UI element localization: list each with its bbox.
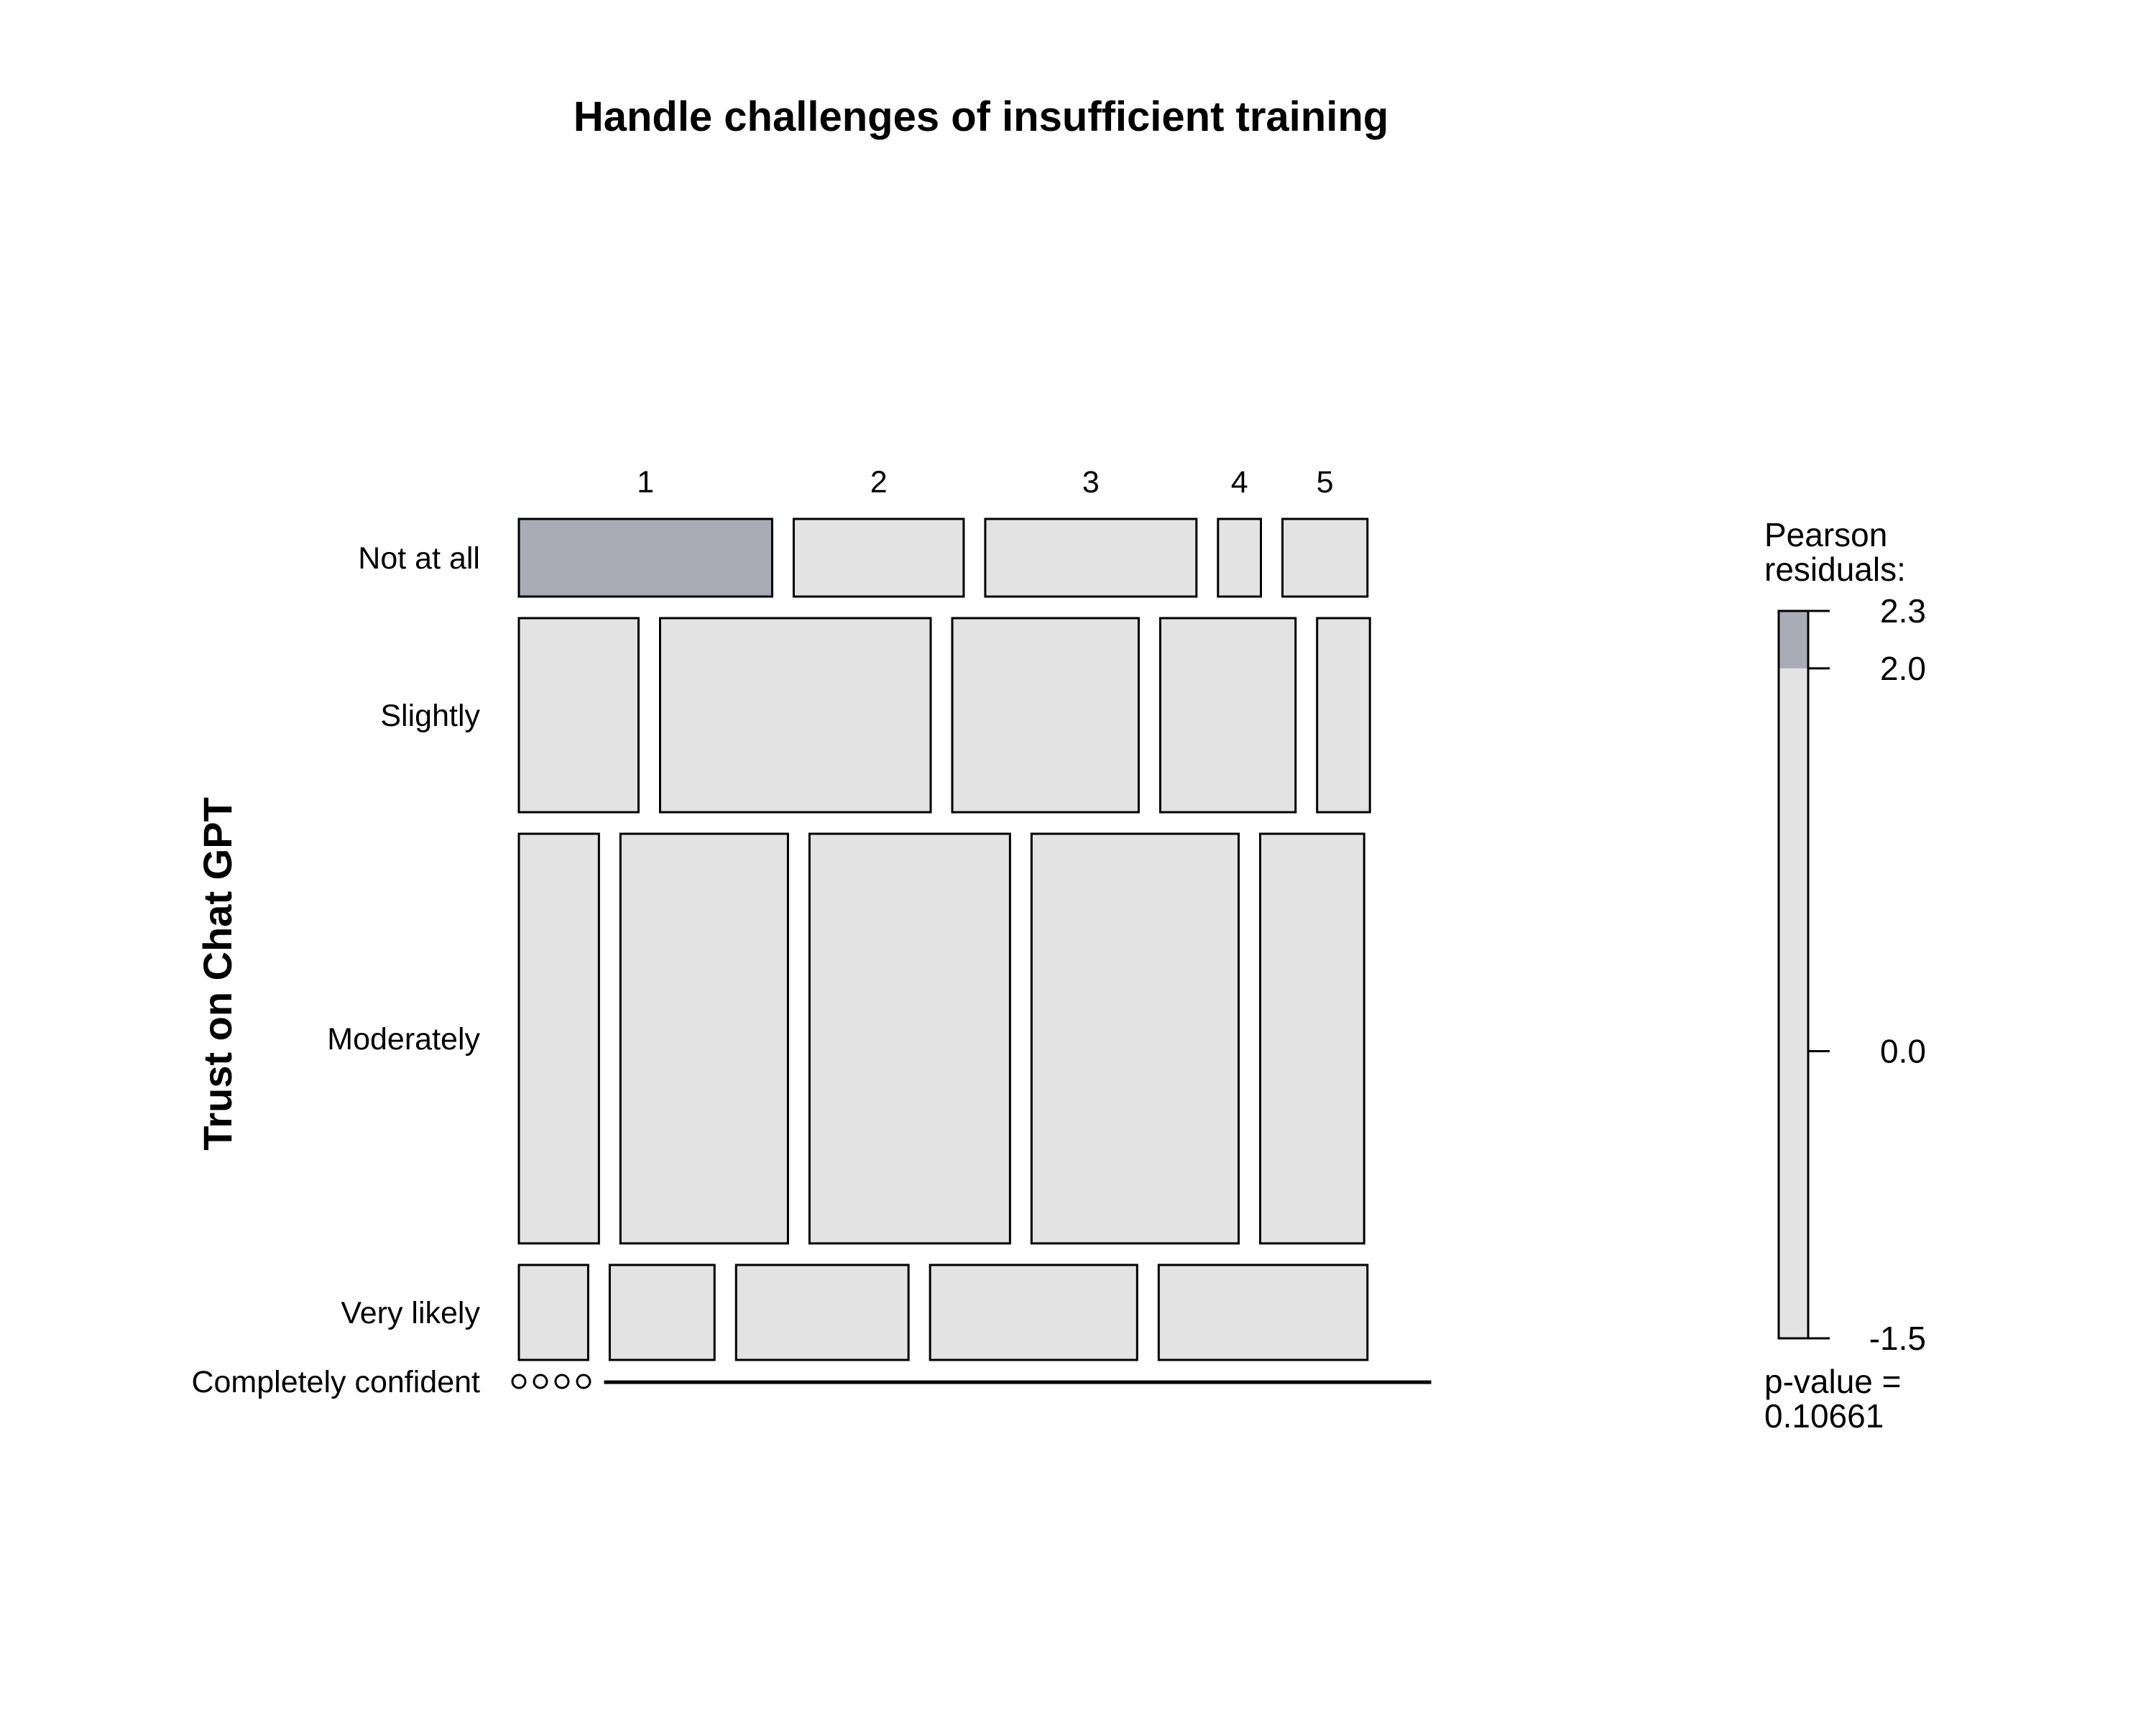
cell-completely-confident-col-2 xyxy=(533,1374,548,1389)
cell-moderately-col-5 xyxy=(1259,832,1365,1245)
chart-title: Handle challenges of insufficient traini… xyxy=(573,93,1388,140)
cell-not-at-all-col-5 xyxy=(1281,518,1369,598)
cell-moderately-col-3 xyxy=(808,832,1011,1245)
row-label-not-at-all: Not at all xyxy=(358,541,480,576)
legend-bar-outline xyxy=(1777,610,1810,1340)
cell-very-likely-col-4 xyxy=(929,1264,1138,1361)
cell-slightly-col-1 xyxy=(517,617,640,814)
column-label-1: 1 xyxy=(637,465,654,500)
mosaic-cells xyxy=(511,518,1432,1389)
cell-completely-confident-col-3 xyxy=(554,1374,570,1389)
legend-neutral-segment xyxy=(1779,668,1808,1338)
cell-not-at-all-col-1 xyxy=(517,518,773,598)
cell-moderately-col-1 xyxy=(517,832,600,1245)
cell-moderately-col-2 xyxy=(619,832,789,1245)
p-value-label: p-value = xyxy=(1764,1363,1902,1400)
column-label-5: 5 xyxy=(1317,465,1334,500)
cell-very-likely-col-2 xyxy=(608,1264,716,1361)
legend-ticks: 2.3 2.0 0.0 -1.5 xyxy=(1808,592,1926,1357)
row-label-completely-confident: Completely confident xyxy=(191,1365,480,1399)
legend-tick-label-3: -1.5 xyxy=(1869,1320,1926,1357)
row-label-very-likely: Very likely xyxy=(341,1296,480,1330)
row-label-moderately: Moderately xyxy=(327,1022,480,1057)
legend-title-line2: residuals: xyxy=(1764,551,1906,588)
legend-tick-label-1: 2.0 xyxy=(1880,650,1926,687)
cell-not-at-all-col-2 xyxy=(792,518,965,598)
row-label-slightly: Slightly xyxy=(380,699,480,733)
legend-high-segment xyxy=(1779,611,1808,668)
legend-color-bar xyxy=(1777,610,1810,1340)
cell-very-likely-col-3 xyxy=(734,1264,910,1361)
cell-not-at-all-col-3 xyxy=(984,518,1198,598)
cell-slightly-col-3 xyxy=(951,617,1140,814)
y-axis-label: Trust on Chat GPT xyxy=(195,797,240,1151)
column-label-3: 3 xyxy=(1082,465,1100,500)
cell-completely-confident-col-1 xyxy=(511,1374,527,1389)
cell-moderately-col-4 xyxy=(1030,832,1240,1245)
cell-not-at-all-col-4 xyxy=(1217,518,1263,598)
cell-very-likely-col-1 xyxy=(517,1264,589,1361)
cell-completely-confident-col-4 xyxy=(576,1374,591,1389)
cell-slightly-col-4 xyxy=(1158,617,1297,814)
cell-slightly-col-5 xyxy=(1316,617,1371,814)
column-label-2: 2 xyxy=(870,465,888,500)
cell-very-likely-col-5 xyxy=(1157,1264,1369,1361)
legend-title-line1: Pearson xyxy=(1764,516,1887,553)
legend-tick-label-0: 2.3 xyxy=(1880,592,1926,630)
legend-tick-label-2: 0.0 xyxy=(1880,1033,1926,1070)
p-value-number: 0.10661 xyxy=(1764,1397,1884,1435)
residuals-legend: Pearson residuals: 2.3 2.0 0.0 -1.5 p-value… xyxy=(1764,516,1926,1435)
cell-completely-confident-col-5 xyxy=(604,1380,1432,1384)
column-label-4: 4 xyxy=(1231,465,1248,500)
column-labels: 1 2 3 4 5 xyxy=(637,465,1333,500)
row-labels: Not at all Slightly Moderately Very likely C… xyxy=(191,541,480,1399)
cell-slightly-col-2 xyxy=(658,617,932,814)
